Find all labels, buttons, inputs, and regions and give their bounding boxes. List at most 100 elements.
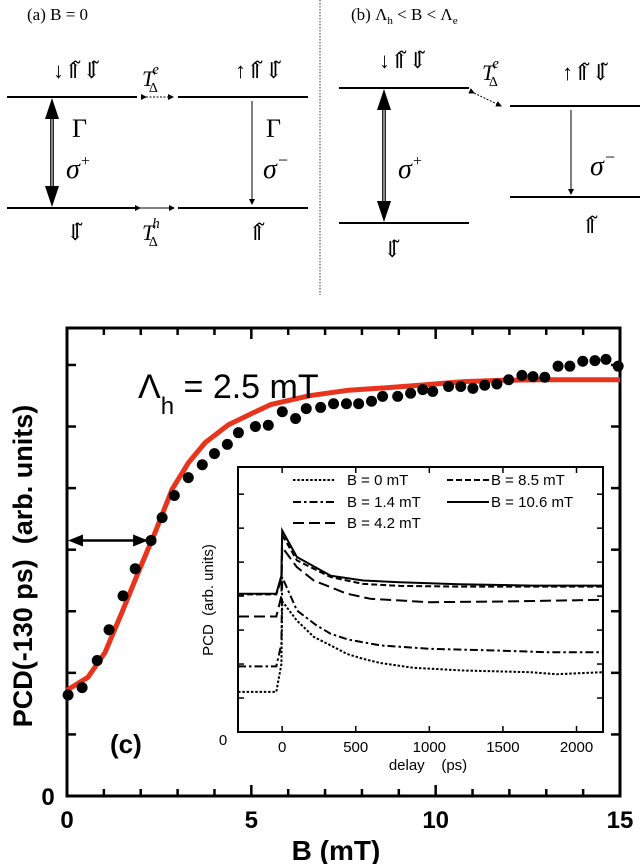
data-point (232, 427, 244, 439)
inset-series-line (238, 544, 603, 618)
data-point (117, 590, 129, 602)
data-point (539, 371, 551, 383)
gamma-right: Γ (266, 114, 281, 143)
data-points (62, 353, 624, 701)
t-delta-h-label: Th Δ (142, 216, 160, 250)
data-point (221, 438, 233, 450)
panel-a-diagram: (a) B = 0 Γ Γ σ+ σ− ↓⇑̃⇓̃ ↑⇑̃⇓̃ ⇓̃ ⇑̃ Te… (7, 5, 308, 250)
inset-x-tick-label: 2000 (560, 739, 593, 756)
upper-right-state: ↑⇑̃⇓̃ (235, 58, 283, 83)
lower-left-state-b: ⇓̃ (383, 237, 401, 262)
electron-spin-flip-arrow-b (468, 88, 502, 107)
legend-label: B = 4.2 mT (347, 515, 421, 532)
data-point (103, 624, 115, 636)
main-x-tick-label: 0 (60, 807, 73, 834)
data-point (417, 384, 429, 396)
main-x-axis-title: B (mT) (292, 835, 381, 864)
data-point (405, 387, 417, 399)
legend-label: B = 10.6 mT (491, 494, 573, 511)
inset-x-axis-title: delay (ps) (389, 757, 467, 774)
data-point (443, 381, 455, 392)
data-point (503, 374, 515, 386)
data-point (564, 360, 576, 372)
lambda-h-annotation: Λh = 2.5 mT (138, 368, 319, 420)
legend-label: B = 0 mT (347, 472, 408, 489)
data-point (552, 360, 564, 372)
data-point (479, 379, 491, 391)
legend-label: B = 8.5 mT (491, 472, 565, 489)
data-point (455, 381, 467, 392)
data-point (249, 421, 261, 433)
data-point (527, 371, 539, 383)
data-point (91, 655, 103, 667)
gamma-left: Γ (72, 114, 87, 143)
data-point (182, 472, 194, 484)
inset-y-axis-title: PCD (arb. units) (200, 544, 217, 656)
data-point (196, 459, 208, 471)
t-delta-e-label-a: Te Δ (142, 62, 159, 96)
panel-c-label: (c) (110, 729, 142, 759)
lambda-h-double-arrow (68, 534, 149, 547)
lower-left-state: ⇓̃ (66, 220, 84, 245)
data-point (262, 419, 274, 431)
main-x-tick-label: 15 (607, 807, 634, 834)
data-point (491, 378, 503, 390)
sigma-plus-double-arrow (45, 98, 59, 207)
data-point (577, 355, 589, 367)
data-point (366, 395, 378, 407)
data-point (377, 390, 389, 402)
inset-series-line (238, 576, 603, 668)
lower-right-state-b: ⇑̃ (581, 213, 599, 238)
inset-x-tick-label: 0 (278, 739, 286, 756)
inset-legend: B = 0 mT B = 1.4 mT B = 4.2 mT B = 8.5 mT B … (293, 472, 573, 532)
inset-x-tick-label: 1000 (413, 739, 446, 756)
data-point (328, 398, 340, 410)
main-x-tick-label: 5 (245, 807, 258, 834)
data-point (315, 401, 327, 413)
main-axis-ticks (67, 328, 620, 796)
data-point (340, 398, 352, 410)
sigma-plus-double-arrow-b (377, 89, 391, 222)
inset-x-tick-label: 1500 (486, 739, 519, 756)
main-x-tick-labels: 0 5 10 15 (60, 807, 633, 834)
data-point (276, 406, 288, 418)
inset-series-line (238, 526, 603, 595)
inset-x-tick-labels: 0 500 1000 1500 2000 (278, 739, 593, 756)
data-point (600, 353, 612, 365)
data-point (589, 355, 601, 367)
data-point (129, 563, 141, 575)
data-point (353, 398, 365, 410)
legend-label: B = 1.4 mT (347, 494, 421, 511)
panel-b-title: (b) Λh < B < Λe (351, 5, 458, 27)
data-point (427, 385, 439, 397)
data-point (145, 534, 157, 546)
inset-plot-frame (237, 466, 604, 733)
inset-series (238, 526, 603, 693)
sigma-plus-label-b: σ+ (398, 153, 423, 185)
main-y-tick-label-0: 0 (41, 784, 54, 811)
data-point (300, 403, 312, 415)
lower-right-state: ⇑̃ (248, 220, 266, 245)
upper-right-state-b: ↑⇑̃⇓̃ (562, 60, 610, 85)
sigma-minus-label: σ− (263, 150, 289, 185)
data-point (392, 390, 404, 402)
inset-chart: B = 0 mT B = 1.4 mT B = 4.2 mT B = 8.5 mT B … (200, 466, 604, 774)
upper-left-state-b: ↓⇑̃⇓̃ (379, 48, 427, 73)
inset-x-tick-label: 500 (343, 739, 368, 756)
data-point (156, 512, 168, 524)
main-x-tick-label: 10 (422, 807, 449, 834)
data-point (62, 689, 74, 701)
data-point (516, 369, 528, 381)
panel-a-title: (a) B = 0 (27, 5, 88, 24)
sigma-plus-label: σ+ (66, 153, 91, 185)
data-point (76, 682, 88, 694)
t-delta-e-label-b: Te Δ (482, 56, 499, 90)
data-point (612, 360, 624, 372)
data-point (467, 382, 479, 394)
upper-left-state: ↓⇑̃⇓̃ (53, 58, 101, 83)
sigma-minus-label-b: σ− (590, 147, 616, 182)
data-point (168, 489, 180, 501)
panel-b-diagram: (b) Λh < B < Λe σ+ σ− ↓⇑̃⇓̃ ↑⇑̃⇓̃ ⇓̃ ⇑̃ … (339, 5, 640, 262)
inset-y-tick-label-0: 0 (219, 732, 227, 749)
